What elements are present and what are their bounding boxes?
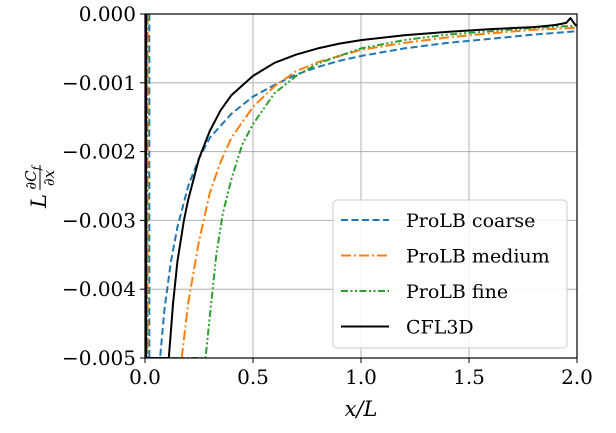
y-tick-label: −0.004 [62, 277, 136, 301]
y-axis-label-numerator: ∂Cf [22, 164, 43, 189]
x-axis-label: x/L [345, 397, 378, 421]
y-tick-label: −0.003 [62, 208, 136, 232]
y-tick-label: −0.002 [62, 140, 136, 164]
legend-label-prolb-coarse: ProLB coarse [406, 210, 535, 232]
series-line-prolb-medium [146, 14, 577, 358]
legend-box [332, 199, 568, 349]
y-axis-label-denominator: ∂x [40, 169, 58, 186]
legend-label-prolb-medium: ProLB medium [406, 246, 550, 268]
series-line-cfl3d [145, 14, 577, 358]
x-tick-label: 2.0 [561, 365, 593, 389]
y-tick-label: −0.005 [62, 346, 136, 370]
series-group [145, 14, 577, 358]
y-axis-label: L ∂Cf ∂x [22, 164, 58, 209]
legend-label-cfl3d: CFL3D [406, 317, 474, 339]
legend: ProLB coarse ProLB medium ProLB fine CFL3D [332, 199, 568, 349]
y-axis-label-prefix: L [27, 194, 51, 209]
x-tick-label: 1.5 [453, 365, 485, 389]
y-tick-label: 0.000 [79, 2, 136, 26]
x-tick-label: 0.5 [237, 365, 269, 389]
x-tick-label: 1.0 [345, 365, 377, 389]
series-line-prolb-coarse [148, 14, 577, 358]
ticks: 0.0 0.5 1.0 1.5 2.0 −0.005 −0.004 −0.003 −0.002 −… [62, 2, 593, 389]
x-tick-label: 0.0 [129, 365, 161, 389]
y-tick-label: −0.001 [62, 71, 136, 95]
legend-label-prolb-fine: ProLB fine [406, 281, 508, 303]
series-line-prolb-fine [145, 14, 577, 358]
